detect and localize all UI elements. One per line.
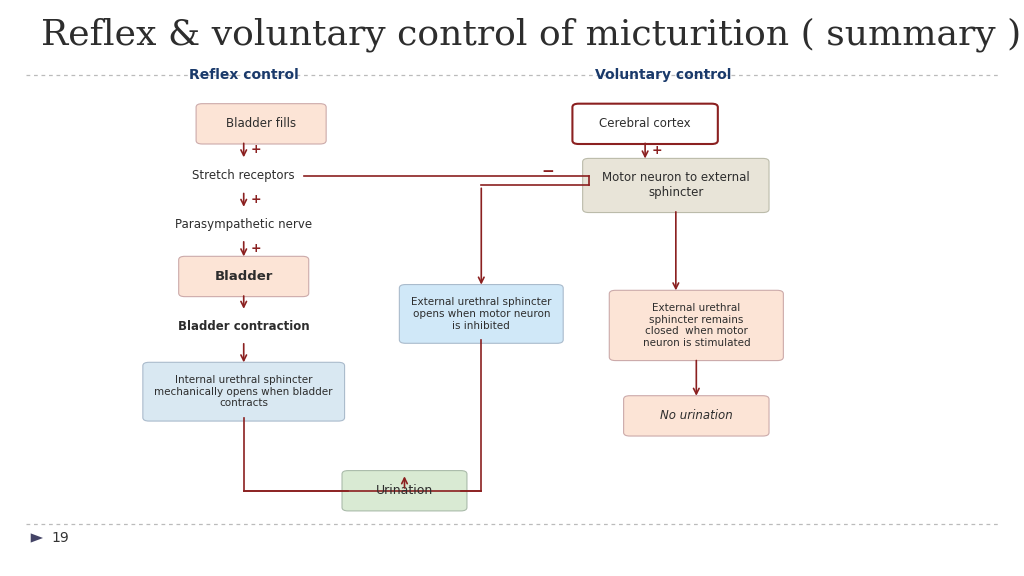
FancyBboxPatch shape [342, 471, 467, 511]
Text: Reflex control: Reflex control [188, 68, 299, 82]
Text: External urethral
sphincter remains
closed  when motor
neuron is stimulated: External urethral sphincter remains clos… [642, 303, 751, 348]
Text: No urination: No urination [659, 410, 733, 422]
Text: Urination: Urination [376, 484, 433, 497]
Text: Stretch receptors: Stretch receptors [193, 169, 295, 182]
FancyBboxPatch shape [399, 285, 563, 343]
Text: Parasympathetic nerve: Parasympathetic nerve [175, 218, 312, 231]
Text: +: + [251, 242, 261, 255]
Text: +: + [652, 145, 663, 157]
Text: External urethral sphincter
opens when motor neuron
is inhibited: External urethral sphincter opens when m… [411, 297, 552, 331]
Text: Cerebral cortex: Cerebral cortex [599, 118, 691, 130]
FancyBboxPatch shape [624, 396, 769, 436]
FancyBboxPatch shape [178, 256, 309, 297]
Text: +: + [251, 194, 261, 206]
Text: Bladder contraction: Bladder contraction [178, 320, 309, 333]
Text: 19: 19 [51, 531, 69, 545]
Text: Bladder: Bladder [214, 270, 273, 283]
FancyBboxPatch shape [572, 104, 718, 144]
Text: Reflex & voluntary control of micturition ( summary ): Reflex & voluntary control of micturitio… [41, 17, 1021, 52]
FancyBboxPatch shape [142, 362, 344, 421]
Text: −: − [542, 164, 554, 179]
Text: +: + [251, 143, 261, 156]
FancyBboxPatch shape [609, 290, 783, 361]
Polygon shape [31, 533, 43, 543]
Text: Internal urethral sphincter
mechanically opens when bladder
contracts: Internal urethral sphincter mechanically… [155, 375, 333, 408]
FancyBboxPatch shape [583, 158, 769, 213]
Text: Motor neuron to external
sphincter: Motor neuron to external sphincter [602, 172, 750, 199]
FancyBboxPatch shape [197, 104, 326, 144]
Text: Bladder fills: Bladder fills [226, 118, 296, 130]
Text: Voluntary control: Voluntary control [595, 68, 732, 82]
